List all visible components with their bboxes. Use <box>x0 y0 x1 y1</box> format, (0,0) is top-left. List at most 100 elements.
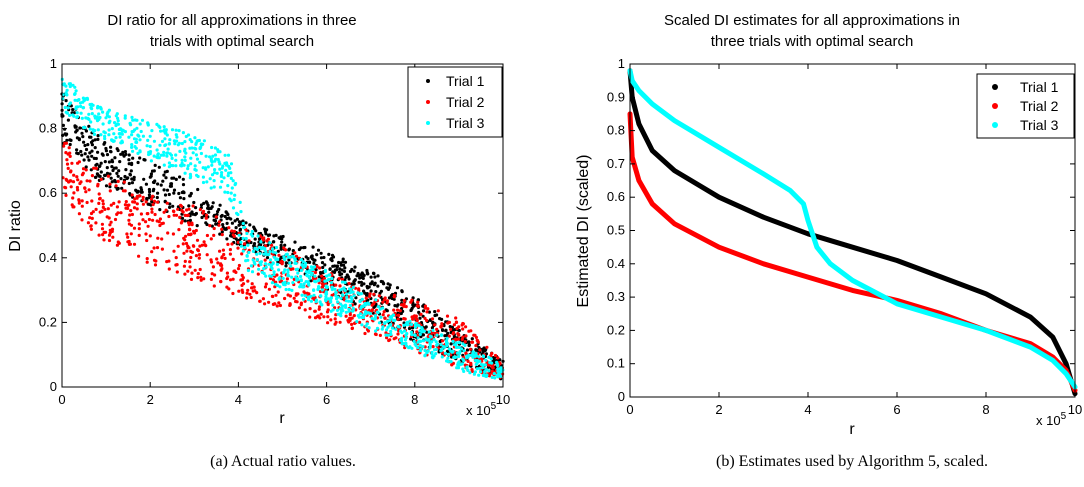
data-point <box>132 226 137 230</box>
data-point <box>169 184 173 188</box>
data-point <box>372 302 376 306</box>
data-point <box>228 252 232 256</box>
data-point <box>378 291 382 295</box>
data-point <box>447 352 451 356</box>
data-point <box>124 168 128 172</box>
data-point <box>150 169 155 173</box>
data-point <box>137 254 141 258</box>
data-point <box>498 362 502 366</box>
data-point <box>385 336 389 340</box>
data-point <box>184 134 188 139</box>
series-line-trial-3 <box>627 68 1078 390</box>
data-point <box>358 276 362 280</box>
data-point <box>348 313 352 317</box>
data-point <box>425 330 429 334</box>
data-point <box>90 143 94 147</box>
data-point <box>409 300 413 304</box>
data-point <box>478 366 482 370</box>
data-point <box>425 351 429 355</box>
data-point <box>167 142 171 146</box>
data-point <box>258 245 262 249</box>
data-point <box>127 218 131 222</box>
data-point <box>170 156 174 160</box>
data-point <box>145 238 149 243</box>
data-point <box>380 327 384 331</box>
data-point <box>75 98 80 103</box>
data-point <box>124 152 128 156</box>
data-point <box>267 300 271 304</box>
data-point <box>83 143 87 148</box>
data-point <box>339 302 343 306</box>
data-point <box>421 333 425 337</box>
data-point <box>456 363 460 367</box>
data-point <box>418 329 422 333</box>
data-point <box>481 373 485 378</box>
data-point <box>317 307 321 311</box>
data-point <box>80 199 84 203</box>
data-point <box>423 316 427 320</box>
data-point <box>156 191 160 195</box>
data-point <box>392 308 396 312</box>
data-point <box>358 292 362 296</box>
data-point <box>128 121 132 125</box>
data-point <box>291 281 295 285</box>
data-point <box>318 300 322 304</box>
data-point <box>230 186 234 190</box>
data-point <box>71 180 76 184</box>
data-point <box>357 280 361 284</box>
data-point <box>319 312 323 316</box>
data-point <box>156 153 160 157</box>
data-point <box>267 287 271 291</box>
data-point <box>75 111 79 115</box>
data-point <box>94 221 98 225</box>
data-point <box>238 200 242 204</box>
data-point <box>108 185 112 189</box>
data-point <box>265 239 269 243</box>
data-point <box>232 229 236 233</box>
data-point <box>320 288 324 292</box>
x-tick-label: 4 <box>804 402 811 417</box>
data-point <box>184 234 188 238</box>
data-point <box>310 254 314 259</box>
y-tick-label: 0.5 <box>607 223 625 238</box>
data-point <box>299 246 303 250</box>
data-point <box>391 318 395 322</box>
data-point <box>417 310 421 314</box>
data-point <box>127 135 131 139</box>
data-point <box>434 352 438 356</box>
data-point <box>409 330 413 334</box>
data-point <box>368 292 372 296</box>
data-point <box>194 142 198 146</box>
data-point <box>213 159 217 163</box>
data-point <box>86 221 90 225</box>
data-point <box>256 234 260 238</box>
data-point <box>265 256 270 260</box>
data-point <box>67 146 71 150</box>
data-point <box>321 284 325 288</box>
data-point <box>193 164 197 168</box>
data-point <box>431 320 435 324</box>
data-point <box>110 138 114 143</box>
y-tick-label: 0.2 <box>607 322 625 337</box>
data-point <box>226 174 230 178</box>
data-point <box>205 233 209 238</box>
data-point <box>342 269 346 273</box>
data-point <box>110 165 114 169</box>
data-point <box>428 344 432 348</box>
data-point <box>481 366 485 370</box>
data-point <box>308 315 312 319</box>
data-point <box>285 277 289 281</box>
data-point <box>337 277 341 281</box>
data-point <box>268 249 272 254</box>
data-point <box>178 196 182 200</box>
data-point <box>345 292 349 296</box>
data-point <box>87 117 91 121</box>
data-point <box>399 311 403 316</box>
legend-marker-trial-2 <box>426 100 430 104</box>
data-point <box>385 301 389 305</box>
data-point <box>152 246 156 250</box>
data-point <box>250 229 254 234</box>
data-point <box>458 350 462 354</box>
data-point <box>474 344 478 348</box>
data-point <box>116 179 120 183</box>
